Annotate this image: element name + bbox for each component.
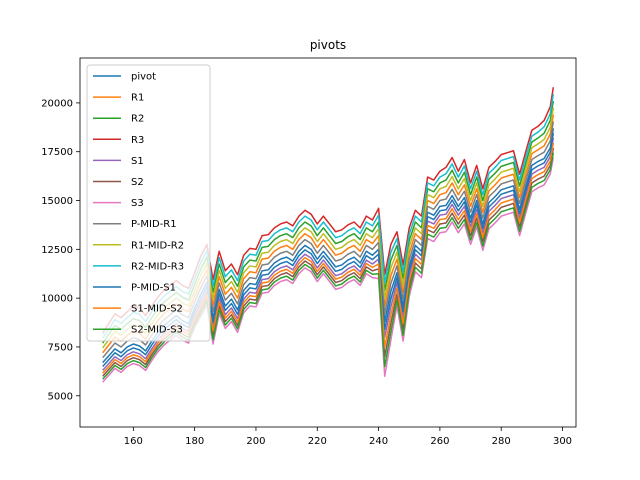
x-tick-label: 240 xyxy=(369,436,388,447)
legend-label-1: R1 xyxy=(131,93,144,104)
legend-label-12: S2-MID-S3 xyxy=(131,325,183,336)
legend-label-3: R3 xyxy=(131,135,144,146)
legend: pivot R1 R2 R3 S1 S2 S3 P-MID-R1 R1-MID-R2 R2-MID… xyxy=(86,64,211,342)
y-tick-label: 10000 xyxy=(41,294,73,305)
y-tick-label: 20000 xyxy=(41,98,73,109)
x-tick-label: 260 xyxy=(430,436,449,447)
legend-label-2: R2 xyxy=(131,114,144,125)
y-tick-label: 5000 xyxy=(48,391,73,402)
chart-title: pivots xyxy=(310,38,346,52)
legend-box xyxy=(86,64,211,342)
legend-label-0: pivot xyxy=(131,72,156,83)
y-tick-label: 15000 xyxy=(41,196,73,207)
legend-label-5: S2 xyxy=(131,177,144,188)
legend-label-7: P-MID-R1 xyxy=(131,219,177,230)
x-tick-label: 160 xyxy=(124,436,143,447)
x-tick-label: 180 xyxy=(185,436,204,447)
y-axis: 5000 7500 10000 12500 15000 17500 20000 xyxy=(41,98,80,402)
legend-label-11: S1-MID-S2 xyxy=(131,304,183,315)
y-tick-label: 7500 xyxy=(48,342,73,353)
legend-label-9: R2-MID-R3 xyxy=(131,261,184,272)
legend-label-6: S3 xyxy=(131,198,144,209)
x-tick-label: 200 xyxy=(246,436,265,447)
legend-label-8: R1-MID-R2 xyxy=(131,240,184,251)
x-axis: 160 180 200 220 240 260 280 300 xyxy=(124,427,572,447)
plot-frame xyxy=(79,57,577,428)
x-tick-label: 220 xyxy=(308,436,327,447)
x-tick-label: 300 xyxy=(553,436,572,447)
x-tick-label: 280 xyxy=(492,436,511,447)
legend-label-10: P-MID-S1 xyxy=(131,283,176,294)
legend-label-4: S1 xyxy=(131,156,144,167)
y-tick-label: 17500 xyxy=(41,147,73,158)
y-tick-label: 12500 xyxy=(41,245,73,256)
